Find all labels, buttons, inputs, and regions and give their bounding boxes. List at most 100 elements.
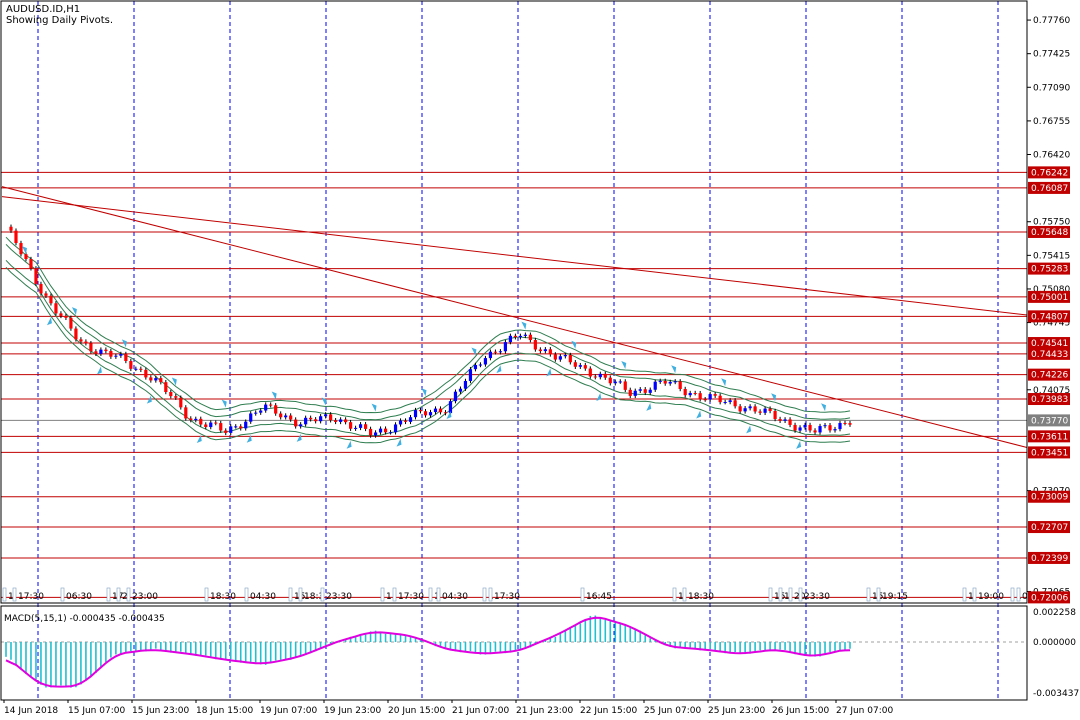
candle-body: [633, 390, 637, 396]
date-tick-label: 19 Jun 07:00: [260, 706, 317, 716]
pivot-value-label: 0.74433: [1031, 350, 1068, 360]
session-tick: [1010, 587, 1015, 602]
session-tick: [866, 587, 871, 602]
session-time-label: 04:30: [442, 592, 468, 602]
candle-body: [169, 392, 173, 397]
fractal-arrow: [446, 410, 452, 419]
candle-body: [428, 412, 433, 416]
fractal-arrow: [171, 377, 177, 386]
candle-body: [134, 368, 138, 370]
candle-body: [79, 339, 83, 342]
session-tick: [60, 587, 65, 602]
candle-body: [678, 381, 682, 390]
vertical-grid: [37, 1, 999, 700]
date-tick-label: 26 Jun 15:00: [772, 706, 829, 716]
candle-body: [683, 389, 687, 396]
candle-body: [603, 373, 607, 378]
candle-body: [164, 382, 168, 393]
session-time-label: 1: [968, 592, 974, 602]
candle-body: [94, 351, 98, 354]
candle-body: [353, 427, 358, 429]
pivot-value-box: [1028, 414, 1070, 427]
candle-body: [543, 349, 547, 352]
session-time-label: 18:3: [304, 592, 324, 602]
candle-body: [498, 351, 503, 353]
session-time-label: 17:30: [494, 592, 520, 602]
candle-body: [848, 423, 852, 425]
candle-body: [49, 295, 53, 304]
pivot-value-label: 0.73611: [1031, 432, 1068, 442]
inner-lower-band: [5, 259, 851, 437]
candle-body: [259, 410, 263, 413]
session-time-label: 17:30: [398, 592, 424, 602]
candle-body: [224, 430, 228, 433]
candle-body: [174, 396, 178, 398]
fractal-arrow: [821, 403, 827, 412]
outer-lower-band: [5, 266, 851, 444]
candle-body: [104, 349, 108, 352]
candle-body: [44, 293, 48, 296]
fractal-arrow: [246, 434, 252, 443]
candle-body: [229, 426, 233, 433]
candle-body: [89, 343, 93, 352]
session-time-label: 16:45: [586, 592, 612, 602]
pivot-value-box: [1028, 337, 1070, 350]
candle-body: [593, 376, 597, 378]
fractal-arrows: [21, 246, 827, 449]
candle-body: [703, 399, 707, 401]
candle-body: [388, 432, 393, 434]
candle-body: [284, 415, 288, 418]
candle-body: [723, 402, 727, 404]
candle-body: [738, 406, 742, 412]
pivot-value-label: 0.76087: [1031, 184, 1068, 194]
candle-body: [159, 378, 163, 383]
session-time-label: 06:30: [66, 592, 92, 602]
candle-body: [403, 420, 408, 422]
candle-body: [538, 349, 542, 352]
fractal-arrow: [696, 410, 702, 419]
session-tick: [106, 587, 111, 602]
candle-body: [663, 380, 667, 384]
candle-body: [329, 414, 333, 421]
session-tick: [682, 587, 687, 602]
candle-body: [129, 360, 133, 369]
candle-body: [154, 378, 158, 381]
pivot-value-label: 0.72399: [1031, 554, 1068, 564]
candle-body: [244, 421, 248, 429]
candle-body: [413, 410, 418, 418]
candle-body: [553, 354, 557, 360]
fractal-arrow: [396, 438, 402, 447]
candle-body: [728, 400, 732, 403]
candle-body: [239, 426, 243, 429]
session-tick: [962, 587, 967, 602]
candle-body: [24, 254, 28, 260]
price-tick-label: 0.77425: [1033, 50, 1070, 60]
candlesticks: [9, 224, 852, 438]
candle-body: [179, 397, 183, 408]
session-time-label: 1: [784, 592, 790, 602]
candle-body: [39, 283, 43, 294]
candle-body: [843, 422, 847, 424]
session-tick: [298, 587, 303, 602]
session-tick: [768, 587, 773, 602]
date-tick-label: 27 Jun 07:00: [836, 706, 893, 716]
candle-body: [368, 428, 373, 436]
fractal-arrow: [421, 388, 427, 397]
candle-body: [299, 424, 303, 427]
candle-body: [828, 425, 832, 431]
candle-body: [643, 389, 647, 393]
pivot-value-box: [1028, 262, 1070, 275]
date-tick-label: 21 Jun 23:00: [516, 706, 573, 716]
inner-upper-band: [5, 243, 851, 421]
session-tick: [798, 587, 803, 602]
pivot-value-box: [1028, 521, 1070, 534]
candle-body: [418, 410, 423, 412]
candle-body: [708, 394, 712, 400]
candle-body: [309, 417, 313, 420]
candle-body: [393, 424, 398, 433]
session-time-label: 18:30: [688, 592, 714, 602]
macd-panel: MACD(5,15,1) -0.000435 -0.000435: [1, 614, 1027, 688]
fractal-arrow: [271, 391, 277, 400]
date-tick-label: 15 Jun 07:00: [68, 706, 125, 716]
